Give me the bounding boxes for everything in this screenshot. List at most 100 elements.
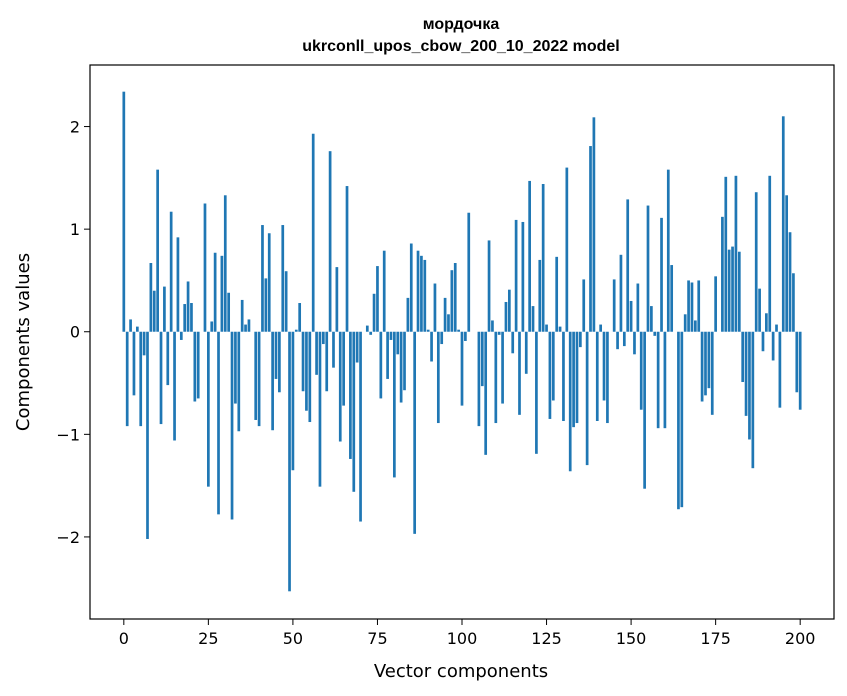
bar xyxy=(149,263,153,332)
bar xyxy=(247,319,251,332)
bar xyxy=(355,331,359,363)
bar xyxy=(349,331,352,459)
bar xyxy=(555,256,559,332)
bar xyxy=(308,331,312,423)
bar xyxy=(223,195,227,332)
bar xyxy=(562,331,565,421)
bar xyxy=(237,331,241,432)
bar xyxy=(156,169,159,332)
bar xyxy=(798,331,802,410)
bar xyxy=(376,266,379,332)
bar xyxy=(633,331,636,355)
bar xyxy=(227,292,231,332)
x-tick-label: 175 xyxy=(700,629,731,648)
bar xyxy=(629,300,633,332)
bar xyxy=(457,329,460,332)
bar xyxy=(748,331,751,440)
bar xyxy=(653,331,657,336)
bar xyxy=(416,250,420,332)
bar xyxy=(626,199,630,332)
bar xyxy=(129,319,132,332)
bar xyxy=(721,216,724,332)
bar xyxy=(169,211,173,332)
bar xyxy=(700,331,704,402)
bar xyxy=(379,331,383,399)
bar xyxy=(135,326,139,332)
bar xyxy=(315,331,318,375)
chart-title: мордочка xyxy=(423,16,500,33)
bar xyxy=(257,331,261,427)
bar xyxy=(240,299,244,332)
bar xyxy=(254,331,258,420)
bar xyxy=(274,331,278,379)
bar xyxy=(507,289,511,332)
bar xyxy=(386,331,389,379)
bar xyxy=(132,331,136,396)
bar xyxy=(338,331,342,442)
bar xyxy=(677,331,680,510)
y-tick-label: 2 xyxy=(70,118,80,137)
bar xyxy=(602,331,606,401)
bar xyxy=(264,278,268,332)
bar xyxy=(345,186,349,332)
y-tick-label: 0 xyxy=(70,323,80,342)
x-tick-label: 100 xyxy=(447,629,478,648)
bar xyxy=(528,180,531,332)
bar xyxy=(190,303,193,332)
bar xyxy=(372,293,376,332)
bar xyxy=(494,331,498,424)
bar xyxy=(511,331,515,354)
bar xyxy=(139,331,143,427)
bar xyxy=(646,205,650,332)
bar xyxy=(568,331,572,472)
bar xyxy=(595,331,599,421)
bar xyxy=(183,304,187,332)
bar xyxy=(768,175,772,332)
y-axis-label: Components values xyxy=(13,253,34,431)
bar xyxy=(636,283,640,332)
bar xyxy=(440,331,444,345)
bar xyxy=(758,288,761,332)
bars-group xyxy=(122,91,802,592)
bar xyxy=(731,246,734,332)
bar xyxy=(186,281,190,332)
bar xyxy=(311,133,315,332)
bar xyxy=(176,237,180,332)
bar xyxy=(146,331,149,539)
bar xyxy=(579,331,582,348)
bar xyxy=(589,146,592,332)
bar xyxy=(504,301,508,332)
bar xyxy=(531,306,535,332)
y-axis-ticks: −2 −1 0 1 2 xyxy=(56,118,90,547)
y-tick-label: −2 xyxy=(56,528,80,547)
bar xyxy=(271,331,274,431)
bar xyxy=(450,270,454,332)
bar xyxy=(619,254,623,332)
y-tick-label: 1 xyxy=(70,220,80,239)
bar xyxy=(765,313,768,332)
bar xyxy=(551,331,555,401)
x-tick-label: 150 xyxy=(616,629,647,648)
bar xyxy=(230,331,234,520)
bar xyxy=(217,331,220,515)
bar xyxy=(582,279,586,332)
bar xyxy=(775,324,778,332)
bar xyxy=(518,331,521,415)
bar xyxy=(267,233,271,332)
bar xyxy=(558,326,562,332)
x-axis-ticks: 0 25 50 75 100 125 150 175 200 xyxy=(119,619,815,648)
bar xyxy=(460,331,464,406)
bar xyxy=(734,175,738,332)
bar xyxy=(501,331,504,404)
bar xyxy=(288,331,291,592)
bar xyxy=(656,331,660,429)
bar xyxy=(159,331,163,425)
bar xyxy=(122,91,126,332)
bar xyxy=(318,331,322,487)
bar xyxy=(541,184,545,332)
bar xyxy=(606,331,609,424)
bar xyxy=(660,217,663,332)
bar xyxy=(781,116,785,332)
bar xyxy=(234,331,237,404)
bar xyxy=(203,203,207,332)
